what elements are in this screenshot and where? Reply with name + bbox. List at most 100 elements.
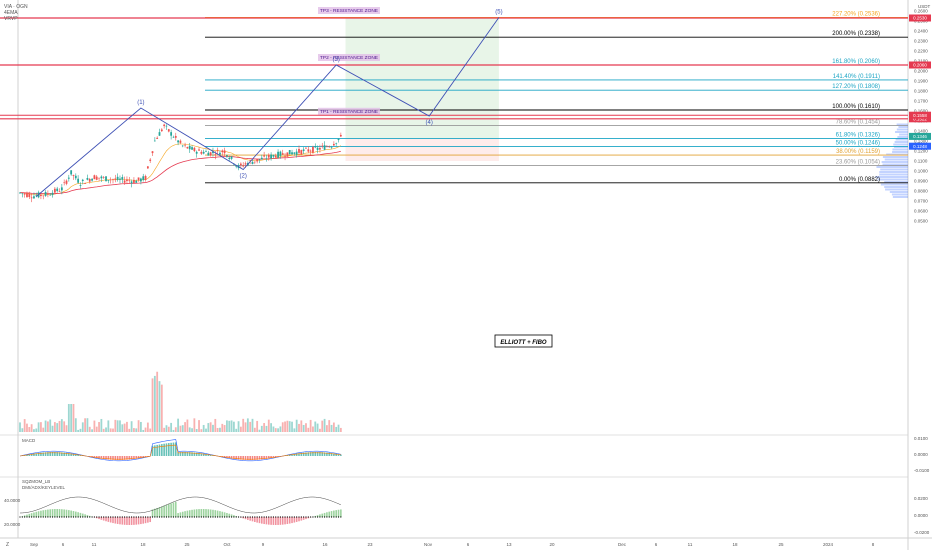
candle-body	[302, 149, 305, 151]
sqz-dot	[72, 516, 75, 518]
wave-label: (2)	[240, 174, 247, 180]
sqz-dot	[335, 516, 337, 518]
indicator-ema: 4EMA	[4, 10, 18, 16]
sqz-dot	[151, 516, 154, 518]
macd-histogram-bar	[49, 452, 52, 456]
sqz-bar	[128, 517, 131, 525]
candle-body	[288, 150, 291, 155]
sqz-bar	[147, 517, 149, 523]
volume-bar	[200, 429, 203, 432]
current-price-tag-text: 0.1248	[913, 144, 927, 149]
x-tick-label: 23	[367, 542, 373, 547]
sqz-dot	[254, 516, 256, 518]
sqz-dot	[258, 516, 261, 518]
sqz-dot	[207, 516, 209, 518]
macd-axis-top: 0.0100	[914, 436, 928, 441]
candle-body	[126, 179, 128, 181]
profile-bar	[879, 173, 908, 176]
candle-body	[277, 151, 279, 158]
sqz-dot	[70, 516, 72, 518]
volume-bar	[40, 422, 42, 432]
volume-bar	[112, 428, 114, 432]
candle-body	[184, 144, 186, 146]
sqz-bar	[330, 511, 333, 517]
candle-body	[77, 178, 80, 183]
volume-bar	[88, 426, 91, 432]
volume-bar	[195, 429, 198, 432]
volume-bar	[263, 423, 266, 432]
sqz-dot	[196, 516, 198, 518]
volume-bar	[302, 424, 305, 432]
candle-body	[135, 180, 138, 183]
candle-body	[51, 192, 54, 196]
candle-body	[223, 150, 226, 154]
macd-histogram-bar	[200, 453, 203, 456]
sqz-bar	[42, 510, 45, 517]
x-tick-label: 6	[467, 542, 470, 547]
volume-bar	[242, 418, 245, 432]
candle-body	[323, 145, 326, 150]
sqz-axis-top: 0.0200	[914, 496, 928, 501]
sqz-bar	[198, 509, 200, 517]
sqz-dot	[312, 516, 314, 518]
sqz-dot	[198, 516, 200, 518]
sqz-dot	[54, 516, 56, 518]
sqz-bar	[205, 509, 207, 517]
sqz-bar	[30, 513, 33, 517]
candle-body	[153, 140, 156, 142]
candle-body	[205, 151, 207, 152]
sqz-bar	[202, 509, 205, 517]
volume-bar	[209, 422, 212, 432]
sqz-bar	[186, 510, 189, 517]
volume-bar	[212, 424, 214, 432]
wave-label: (1)	[137, 100, 144, 106]
sqz-bar	[116, 517, 119, 524]
macd-histogram-bar	[154, 445, 156, 456]
macd-histogram-bar	[249, 456, 251, 460]
macd-histogram-bar	[130, 456, 133, 460]
candle-body	[109, 179, 112, 181]
sqz-dot	[158, 516, 161, 518]
sqz-dot	[105, 516, 107, 518]
sqz-dot	[51, 516, 54, 518]
volume-bar	[128, 428, 131, 432]
elliott-wave: (1) (2) (3) (4) (5)	[35, 9, 503, 197]
sqz-bar	[109, 517, 112, 523]
sqz-dot	[235, 516, 237, 518]
sqz-bar	[142, 517, 145, 524]
volume-bar	[314, 421, 317, 432]
sqz-dot	[289, 516, 291, 518]
volume-bar	[228, 420, 231, 432]
candle-body	[314, 146, 317, 148]
macd-histogram-bar	[272, 456, 275, 458]
sqz-bar	[102, 517, 105, 521]
y-tick-label: 0.1800	[914, 89, 928, 94]
volume-bar	[305, 423, 307, 432]
sqz-bar	[270, 517, 272, 525]
volume-bar	[167, 426, 170, 432]
sqz-dot	[154, 516, 156, 518]
profile-bar	[889, 191, 908, 193]
sqz-dot	[84, 516, 86, 518]
sqz-dot	[82, 516, 84, 518]
sqz-bar	[191, 509, 193, 517]
profile-bar	[882, 163, 908, 166]
volume-bar	[98, 422, 100, 432]
sqz-bar	[58, 509, 61, 517]
candle-body	[26, 193, 28, 198]
sqz-bar	[28, 513, 31, 517]
resistance-zones: TP3 - RESISTANCE ZONE TP2 - RESISTANCE ZO…	[0, 7, 908, 120]
candle-body	[116, 176, 119, 180]
volume-bar	[214, 418, 217, 432]
candle-body	[300, 150, 303, 155]
candle-body	[93, 175, 96, 180]
macd-histogram-bar	[198, 452, 200, 456]
sqz-bar	[326, 512, 328, 517]
volume-bar	[216, 427, 219, 432]
sqz-dot	[124, 516, 126, 518]
macd-histogram-bar	[181, 452, 184, 456]
candle-body	[244, 163, 247, 165]
candle-body	[249, 160, 252, 162]
x-tick-label: 18	[732, 542, 738, 547]
